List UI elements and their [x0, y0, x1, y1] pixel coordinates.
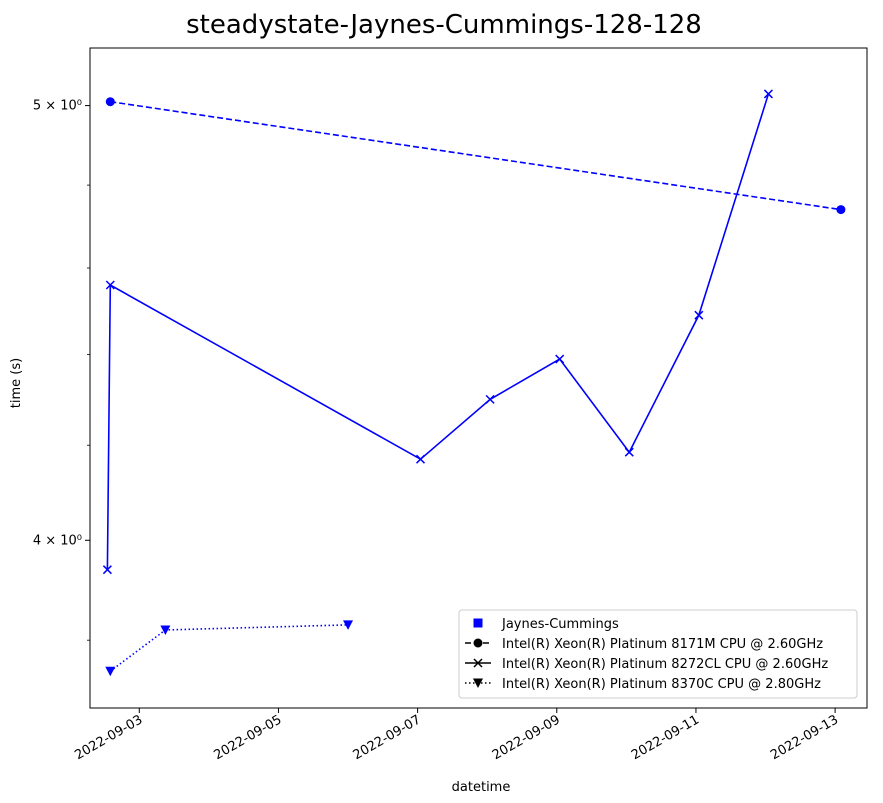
x-tick-label: 2022-09-09: [490, 712, 563, 763]
legend-box: [458, 609, 858, 699]
data-point: [836, 205, 846, 215]
data-point: [343, 620, 354, 630]
chart-title: steadystate-Jaynes-Cummings-128-128: [186, 10, 702, 40]
x-tick-label: 2022-09-11: [629, 712, 702, 763]
plot-area: 4 × 10⁰ 5 × 10⁰ 2022-09-03 2022-09-05 2022-0…: [33, 47, 868, 763]
x-axis-label: datetime: [452, 780, 511, 795]
plot-frame: [89, 47, 868, 709]
legend-marker: [473, 658, 483, 668]
data-point: [624, 447, 634, 457]
x-tick-label: 2022-09-13: [768, 712, 841, 763]
data-point: [105, 666, 116, 677]
legend-marker: [473, 638, 483, 648]
series: [102, 89, 773, 575]
legend-label: Intel(R) Xeon(R) Platinum 8171M CPU @ 2.…: [502, 637, 823, 652]
legend-label: Jaynes-Cummings: [501, 617, 619, 632]
legend-marker: [473, 618, 483, 628]
data-point: [105, 97, 115, 107]
y-axis-label: time (s): [9, 358, 24, 408]
series: [105, 620, 354, 677]
series: [105, 97, 846, 215]
y-tick-label: 5 × 10⁰: [33, 99, 82, 114]
series-line: [109, 624, 349, 672]
series-line: [106, 93, 770, 570]
data-point: [160, 625, 171, 635]
data-point: [555, 354, 565, 364]
y-tick-label: 4 × 10⁰: [33, 533, 82, 548]
x-tick-label: 2022-09-07: [351, 712, 424, 763]
legend: Jaynes-Cummings Intel(R) Xeon(R) Platinum…: [458, 609, 858, 699]
x-tick-label: 2022-09-05: [212, 712, 285, 763]
data-point: [105, 280, 115, 290]
data-point: [102, 565, 112, 575]
data-point: [485, 394, 495, 404]
data-point: [694, 310, 704, 320]
series-line: [110, 100, 842, 211]
legend-label: Intel(R) Xeon(R) Platinum 8370C CPU @ 2.…: [502, 677, 821, 692]
x-tick-label: 2022-09-03: [72, 712, 145, 763]
data-point: [763, 89, 773, 99]
data-point: [415, 454, 426, 464]
legend-label: Intel(R) Xeon(R) Platinum 8272CL CPU @ 2…: [502, 657, 828, 672]
legend-marker: [473, 678, 483, 688]
